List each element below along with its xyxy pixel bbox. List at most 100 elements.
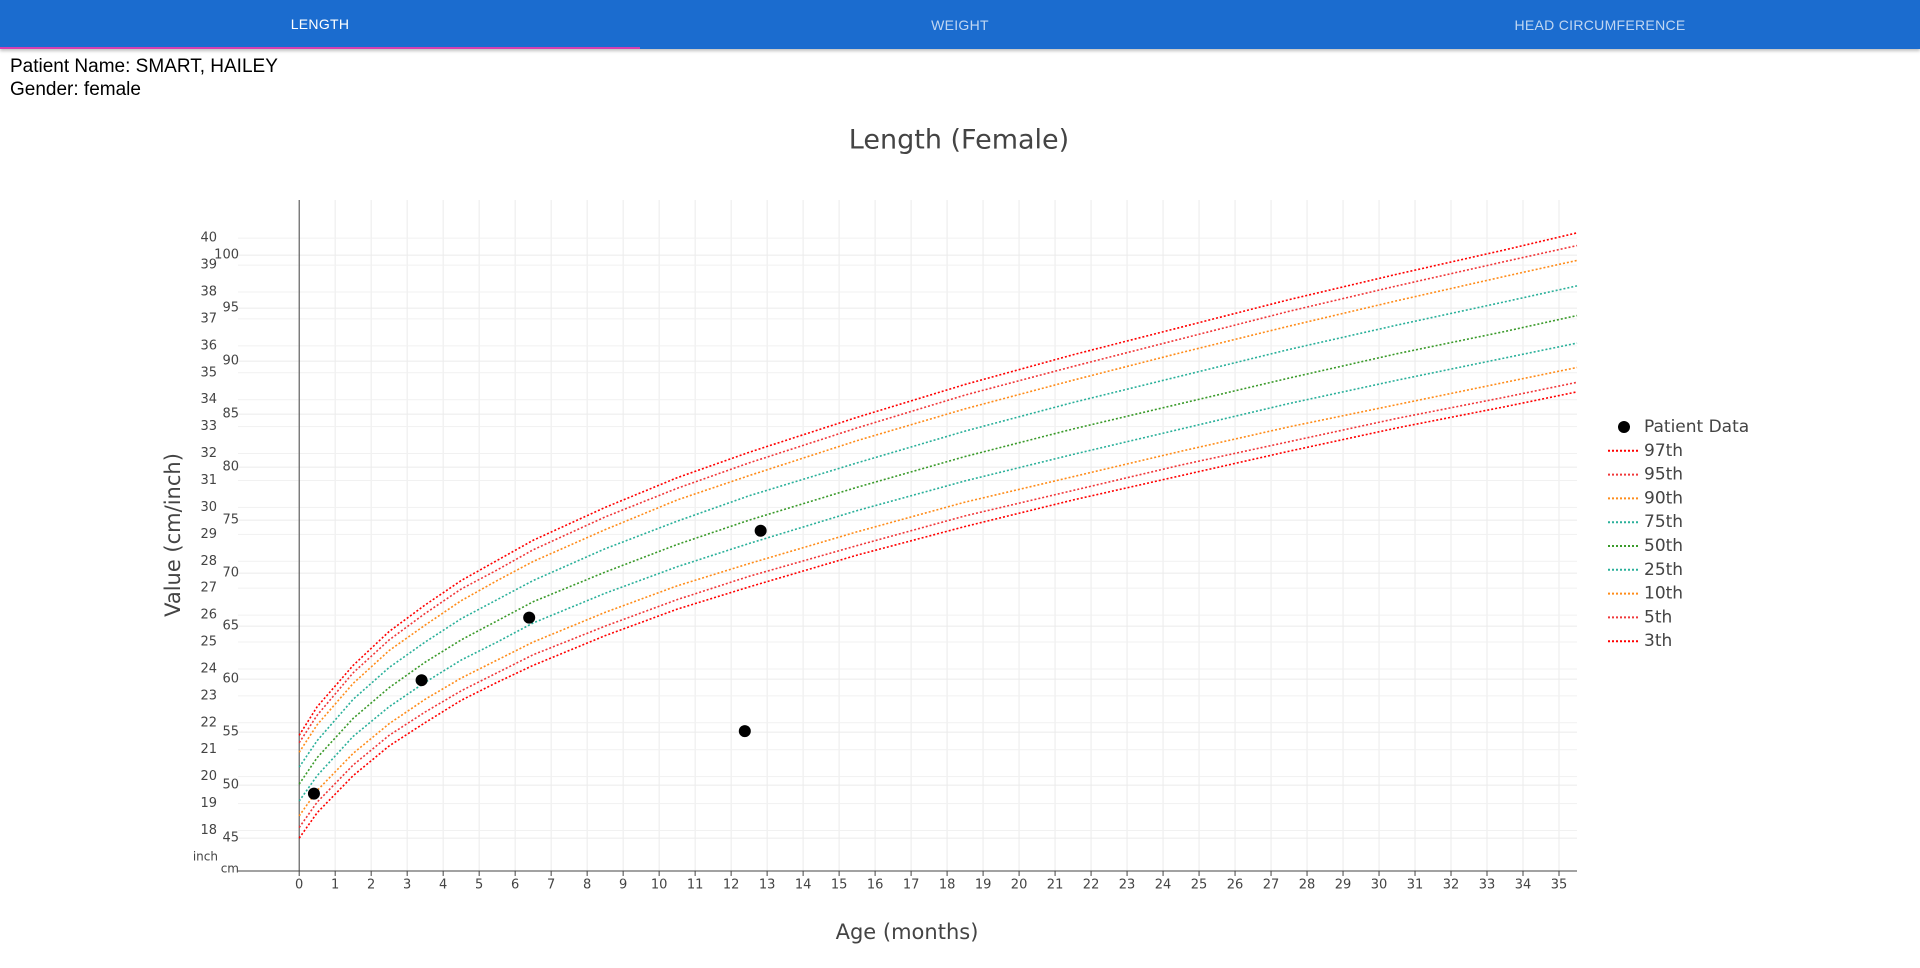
x-tick-label: 6 <box>511 878 519 893</box>
y-tick-label: 80 <box>222 460 239 475</box>
y-tick-label: 19 <box>200 796 217 811</box>
y-tick-label: 65 <box>222 619 239 634</box>
y-tick-label: 34 <box>200 392 217 407</box>
x-tick-label: 11 <box>687 878 704 893</box>
percentile-line <box>298 232 1578 736</box>
y-tick-label: 60 <box>222 672 239 687</box>
x-tick-label: 34 <box>1515 878 1532 893</box>
legend-label: 5th <box>1644 607 1672 627</box>
y-tick-label: 21 <box>200 742 217 757</box>
y-tick-label: 26 <box>200 608 217 623</box>
y-tick-label: 50 <box>222 778 239 793</box>
x-tick-label: 20 <box>1011 878 1028 893</box>
legend-label: 50th <box>1644 536 1683 556</box>
percentile-line <box>298 244 1578 744</box>
x-tick-label: 5 <box>475 878 483 893</box>
legend-label: Patient Data <box>1644 417 1749 437</box>
y-tick-label: 23 <box>200 688 217 703</box>
x-tick-label: 30 <box>1371 878 1388 893</box>
x-tick-label: 29 <box>1335 878 1352 893</box>
y-tick-label: 38 <box>200 285 217 300</box>
x-tick-label: 24 <box>1155 878 1172 893</box>
x-tick-label: 4 <box>439 878 447 893</box>
y-unit-label: inch <box>193 850 218 864</box>
x-tick-label: 12 <box>723 878 740 893</box>
y-tick-label: 25 <box>200 635 217 650</box>
patient-name: Patient Name: SMART, HAILEY <box>10 56 278 77</box>
y-tick-label: 40 <box>200 231 217 246</box>
y-unit-label: cm <box>221 862 239 876</box>
legend-label: 97th <box>1644 441 1683 461</box>
y-tick-label: 35 <box>200 365 217 380</box>
grid <box>238 200 1577 871</box>
y-tick-label: 32 <box>200 446 217 461</box>
y-tick-label: 28 <box>200 554 217 569</box>
tab-bar: LENGTH WEIGHT HEAD CIRCUMFERENCE <box>0 0 1920 49</box>
x-tick-label: 23 <box>1119 878 1136 893</box>
tab[interactable]: WEIGHT <box>931 16 989 33</box>
percentile-line <box>298 342 1578 802</box>
x-tick-label: 35 <box>1551 878 1568 893</box>
y-tick-label: 39 <box>200 258 217 273</box>
legend-label: 75th <box>1644 512 1683 532</box>
y-tick-label: 33 <box>200 419 217 434</box>
x-tick-label: 18 <box>939 878 956 893</box>
x-axis-title: Age (months) <box>836 920 979 944</box>
legend-label: 3th <box>1644 631 1672 651</box>
y-tick-label: 100 <box>214 248 239 263</box>
x-tick-label: 13 <box>759 878 776 893</box>
percentile-line <box>298 259 1578 753</box>
patient-point <box>523 611 536 624</box>
y-tick-label: 36 <box>200 338 217 353</box>
x-tick-label: 26 <box>1227 878 1244 893</box>
x-tick-label: 28 <box>1299 878 1316 893</box>
y-tick-label: 85 <box>222 407 239 422</box>
patient-info: Patient Name: SMART, HAILEY Gender: fema… <box>10 55 278 101</box>
y-tick-label: 20 <box>200 769 217 784</box>
x-tick-label: 15 <box>831 878 848 893</box>
x-tick-label: 10 <box>651 878 668 893</box>
chart-title: Length (Female) <box>849 125 1069 156</box>
legend-label: 10th <box>1644 584 1683 604</box>
x-tick-label: 19 <box>975 878 992 893</box>
y-tick-label: 90 <box>222 354 239 369</box>
y-tick-label: 75 <box>222 513 239 528</box>
tab[interactable]: LENGTH <box>0 0 640 49</box>
y-tick-label: 95 <box>222 301 239 316</box>
x-tick-label: 16 <box>867 878 884 893</box>
patient-point <box>415 674 428 687</box>
percentile-line <box>298 391 1578 839</box>
percentile-line <box>298 285 1578 768</box>
y-tick-label: 37 <box>200 311 217 326</box>
x-tick-label: 8 <box>583 878 591 893</box>
legend-label: 25th <box>1644 560 1683 580</box>
patient-gender: Gender: female <box>10 79 141 100</box>
x-tick-label: 3 <box>403 878 411 893</box>
percentile-line <box>298 366 1578 817</box>
x-tick-label: 9 <box>619 878 627 893</box>
tab[interactable]: HEAD CIRCUMFERENCE <box>1514 16 1686 33</box>
y-tick-label: 29 <box>200 527 217 542</box>
legend-marker <box>1618 421 1630 433</box>
y-tick-label: 24 <box>200 661 217 676</box>
x-tick-label: 33 <box>1479 878 1496 893</box>
legend-label: 90th <box>1644 488 1683 508</box>
y-tick-label: 55 <box>222 725 239 740</box>
x-tick-label: 0 <box>295 878 303 893</box>
x-tick-label: 25 <box>1191 878 1208 893</box>
x-tick-label: 17 <box>903 878 920 893</box>
patient-point <box>754 524 767 537</box>
x-tick-label: 2 <box>367 878 375 893</box>
y-axis-title: Value (cm/inch) <box>161 453 185 617</box>
legend-label: 95th <box>1644 465 1683 485</box>
x-tick-label: 21 <box>1047 878 1064 893</box>
percentile-line <box>298 314 1578 785</box>
y-tick-label: 31 <box>200 473 217 488</box>
x-tick-label: 27 <box>1263 878 1280 893</box>
y-tick-label: 27 <box>200 581 217 596</box>
patient-point <box>307 787 320 800</box>
y-tick-label: 22 <box>200 715 217 730</box>
x-tick-label: 31 <box>1407 878 1424 893</box>
percentile-line <box>298 381 1578 829</box>
patient-point <box>738 725 751 738</box>
